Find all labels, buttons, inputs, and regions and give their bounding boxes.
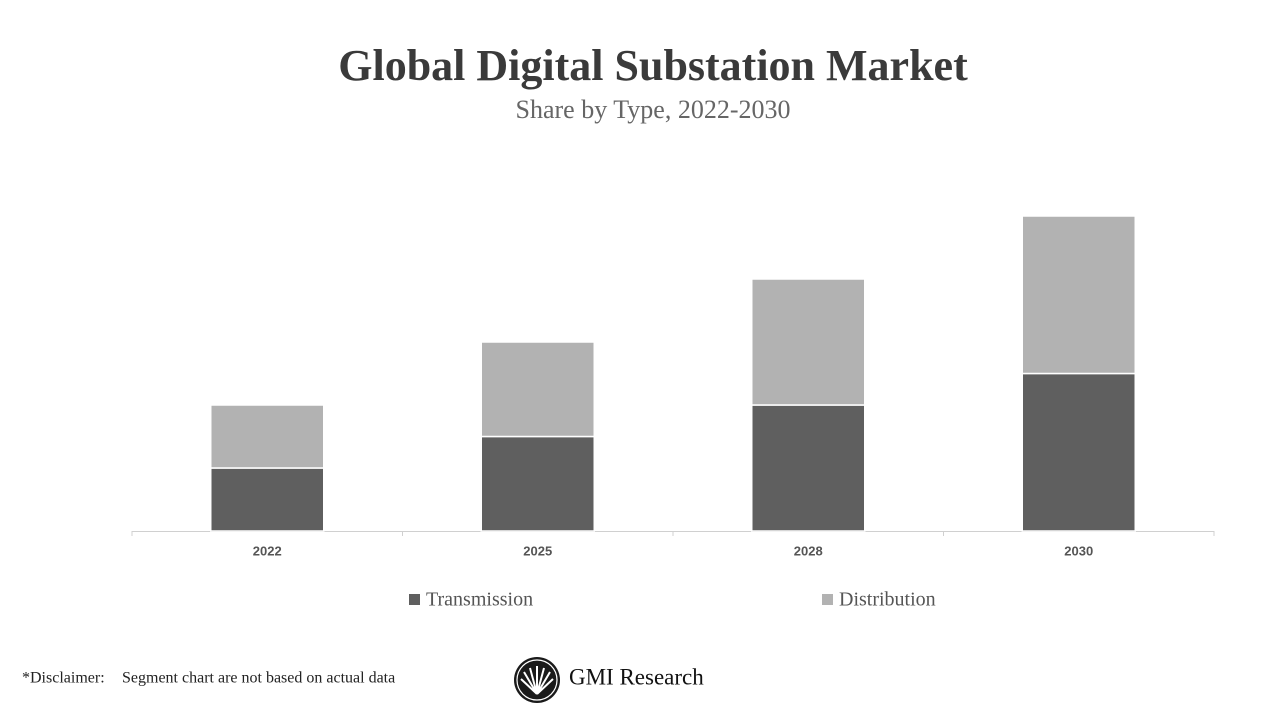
chart-title: Global Digital Substation Market (338, 41, 968, 90)
bar-segment (751, 404, 866, 532)
disclaimer: Segment chart are not based on actual da… (122, 670, 395, 687)
x-tick-label: 2028 (794, 543, 823, 558)
bar-segment (1021, 372, 1136, 532)
logo-text: GMI Research (569, 664, 704, 689)
bar-segment (210, 404, 325, 469)
legend-label: Distribution (839, 589, 936, 611)
bar-segment (1021, 215, 1136, 375)
bar-segment (210, 467, 325, 532)
legend-swatch (409, 594, 420, 605)
legend-label: Transmission (426, 589, 533, 611)
disclaimer-label: *Disclaimer: (22, 670, 105, 687)
bar-segment (751, 278, 866, 406)
x-tick-label: 2030 (1064, 543, 1093, 558)
legend-swatch (822, 594, 833, 605)
logo-icon (514, 657, 560, 703)
x-tick-label: 2025 (523, 543, 552, 558)
chart-subtitle: Share by Type, 2022-2030 (516, 95, 791, 124)
x-tick-label: 2022 (253, 543, 282, 558)
bar-segment (480, 341, 595, 438)
bar-segment (480, 435, 595, 532)
